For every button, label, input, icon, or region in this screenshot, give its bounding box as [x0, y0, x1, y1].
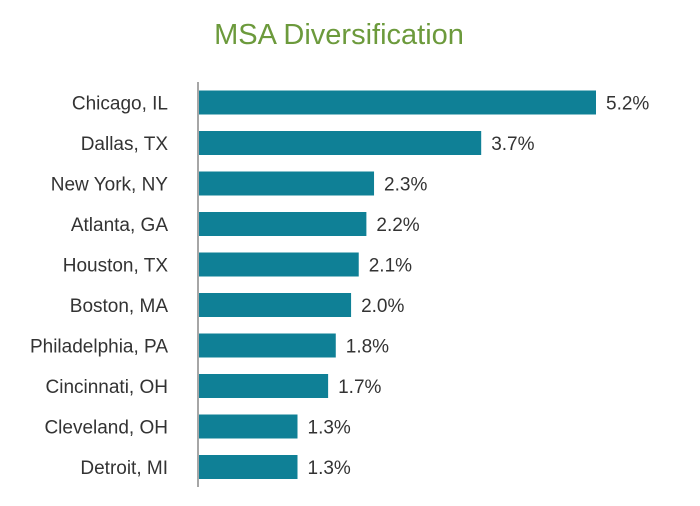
category-label: Atlanta, GA: [71, 215, 168, 236]
value-label: 2.2%: [376, 215, 419, 236]
value-label: 1.3%: [308, 458, 351, 479]
category-label: Houston, TX: [63, 256, 169, 277]
category-label: New York, NY: [51, 175, 169, 196]
bar-8: [198, 414, 298, 439]
category-label: Cincinnati, OH: [46, 377, 169, 398]
value-label: 2.3%: [384, 175, 427, 196]
category-labels-group: Chicago, IL Dallas, TX New York, NY Atlanta…: [30, 94, 168, 480]
category-label: Chicago, IL: [72, 94, 168, 115]
bars-group: [198, 90, 596, 479]
value-label: 2.0%: [361, 296, 404, 317]
value-label: 3.7%: [491, 134, 534, 155]
category-label: Philadelphia, PA: [30, 337, 168, 358]
bar-1: [198, 131, 482, 155]
category-label: Cleveland, OH: [44, 418, 168, 439]
value-label: 1.3%: [308, 418, 351, 439]
value-label: 5.2%: [606, 94, 649, 115]
value-label: 1.7%: [338, 377, 381, 398]
bar-6: [198, 333, 336, 358]
bar-3: [198, 212, 367, 236]
value-label: 2.1%: [369, 256, 412, 277]
category-label: Dallas, TX: [81, 134, 169, 155]
value-label: 1.8%: [346, 337, 389, 358]
bar-2: [198, 171, 375, 196]
bar-5: [198, 293, 352, 317]
category-label: Detroit, MI: [80, 458, 168, 479]
bar-9: [198, 455, 298, 479]
bar-4: [198, 252, 359, 277]
bar-7: [198, 374, 329, 398]
value-labels-group: 5.2% 3.7% 2.3% 2.2% 2.1% 2.0% 1.8% 1.7% 1.3% 1.3%: [308, 94, 650, 480]
chart-title: MSA Diversification: [214, 19, 464, 51]
bar-0: [198, 90, 596, 115]
category-label: Boston, MA: [70, 296, 169, 317]
